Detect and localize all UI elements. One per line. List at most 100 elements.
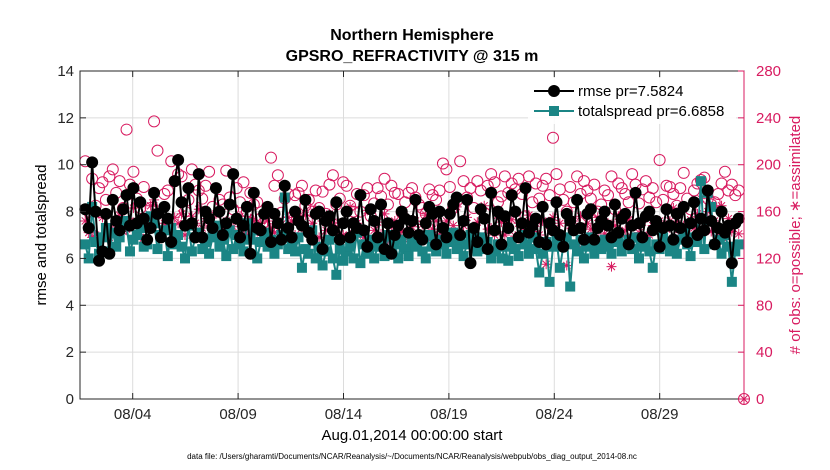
totalspread-point [176, 241, 187, 252]
rmse-point [344, 231, 357, 244]
rmse-point [478, 212, 491, 225]
assimilated-obs-point [420, 210, 431, 221]
rmse-point [161, 212, 174, 225]
rmse-point [471, 236, 484, 249]
totalspread-point [548, 241, 559, 252]
rmse-point [509, 205, 522, 218]
totalspread-point [362, 248, 373, 259]
possible-obs-point [667, 188, 680, 200]
totalspread-point [496, 253, 507, 264]
assimilated-obs-point [262, 215, 273, 226]
rmse-point [271, 217, 284, 230]
rmse-point [185, 217, 198, 230]
legend-box [528, 78, 736, 124]
totalspread-point [503, 255, 514, 266]
totalspread-point [431, 246, 442, 257]
rmse-point [681, 236, 694, 249]
rmse-point [419, 217, 432, 230]
rmse-point [86, 156, 99, 169]
rmse-point [326, 224, 339, 237]
possible-obs-point [237, 176, 250, 189]
rmse-point [337, 217, 350, 230]
rmse-point [220, 217, 233, 230]
totalspread-point [107, 227, 118, 238]
rmse-point [725, 257, 738, 270]
totalspread-point [124, 246, 135, 257]
rmse-point [206, 221, 219, 234]
totalspread-point [616, 246, 627, 257]
possible-obs-point [615, 182, 628, 195]
rmse-point [430, 238, 443, 251]
rmse-point [612, 226, 625, 239]
assimilated-obs-point [369, 225, 380, 236]
totalspread-point [472, 246, 483, 257]
totalspread-point [417, 246, 428, 257]
rmse-point [227, 168, 240, 181]
totalspread-point [699, 244, 710, 255]
rmse-point [172, 154, 185, 167]
rmse-point [357, 224, 370, 237]
totalspread-point [393, 253, 404, 264]
possible-obs-point [488, 176, 501, 189]
x-tick-label: 08/04 [114, 406, 152, 423]
totalspread-point [228, 244, 239, 255]
totalspread-point [345, 241, 356, 252]
rmse-point [698, 224, 711, 237]
possible-obs-point [106, 163, 119, 176]
totalspread-point [661, 237, 672, 248]
rmse-point [79, 203, 92, 216]
x-tick-label: 08/29 [641, 406, 679, 423]
rmse-point [282, 221, 295, 234]
possible-obs-point [639, 175, 652, 188]
totalspread-point [451, 244, 462, 255]
rmse-point [196, 231, 209, 244]
totalspread-point [465, 230, 476, 240]
rmse-point [440, 231, 453, 244]
totalspread-point [238, 246, 249, 257]
rmse-point [622, 238, 635, 251]
totalspread-point [730, 246, 741, 257]
rmse-point [608, 198, 621, 211]
y-tick-label: 6 [66, 250, 74, 267]
rmse-point [244, 247, 257, 260]
assimilated-obs-point [554, 218, 565, 229]
y-axis-right-label: # of obs: o=possible; ∗=assimilated [787, 116, 804, 355]
rmse-point [416, 233, 429, 246]
rmse-point [516, 217, 529, 230]
possible-obs-point [316, 185, 329, 198]
rmse-point [134, 196, 147, 209]
assimilated-obs-point [723, 213, 734, 224]
totalspread-point [565, 281, 576, 292]
rmse-point [677, 200, 690, 213]
rmse-point [636, 231, 649, 244]
totalspread-point [283, 244, 294, 255]
assimilated-obs-point [80, 215, 91, 226]
rmse-point [602, 219, 615, 232]
totalspread-point [235, 239, 246, 250]
assimilated-obs-point [609, 220, 620, 231]
y-tick-label: 12 [57, 110, 74, 127]
rmse-point [553, 229, 566, 241]
totalspread-point [382, 230, 393, 240]
possible-obs-point [725, 178, 738, 191]
totalspread-point [317, 260, 328, 271]
assimilated-obs-point [173, 218, 184, 229]
y-tick-label: 4 [66, 297, 74, 314]
rmse-point [708, 238, 721, 251]
possible-obs-point [271, 169, 284, 182]
rmse-point [216, 229, 229, 241]
rmse-point [388, 229, 401, 241]
rmse-point [629, 186, 642, 199]
totalspread-point [296, 262, 307, 273]
assimilated-obs-point [726, 226, 737, 237]
totalspread-point [90, 237, 101, 248]
rmse-point [495, 238, 508, 251]
rmse-point [354, 189, 367, 202]
rmse-point [653, 240, 666, 253]
totalspread-point [379, 251, 390, 262]
totalspread-point [355, 258, 366, 269]
possible-obs-point [326, 169, 339, 182]
possible-obs-point [457, 175, 470, 188]
legend-rmse-label: rmse pr=7.5824 [578, 83, 683, 100]
possible-obs-point [378, 172, 391, 185]
